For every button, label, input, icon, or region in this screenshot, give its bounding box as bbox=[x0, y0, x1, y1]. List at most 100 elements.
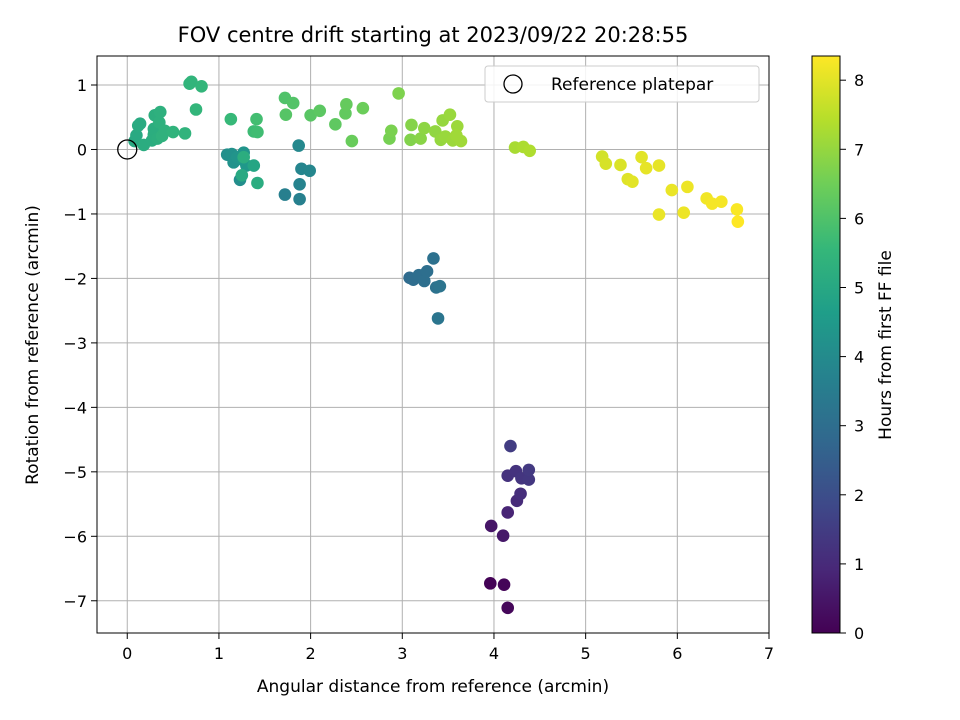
data-point bbox=[730, 203, 744, 216]
data-point bbox=[431, 312, 445, 325]
data-point bbox=[133, 117, 147, 130]
y-axis-title: Rotation from reference (arcmin) bbox=[23, 205, 43, 485]
colorbar-tick-label: 4 bbox=[854, 348, 864, 367]
data-point bbox=[715, 195, 728, 209]
data-point bbox=[185, 75, 198, 89]
y-tick-label: −7 bbox=[63, 592, 87, 611]
legend-label-reference: Reference platepar bbox=[551, 75, 713, 95]
colorbar-tick-label: 5 bbox=[854, 278, 864, 297]
data-point bbox=[313, 104, 327, 118]
data-point bbox=[278, 188, 292, 201]
y-tick-label: 0 bbox=[77, 140, 87, 159]
data-point bbox=[652, 159, 666, 172]
data-point bbox=[303, 164, 316, 178]
data-point bbox=[522, 473, 536, 486]
colorbar-tick-label: 3 bbox=[854, 417, 864, 436]
grid-lines bbox=[97, 56, 770, 633]
x-tick-label: 4 bbox=[489, 644, 499, 663]
data-point bbox=[251, 125, 264, 139]
data-point bbox=[345, 134, 359, 148]
x-tick-label: 2 bbox=[306, 644, 316, 663]
data-points bbox=[117, 75, 745, 615]
data-point bbox=[405, 118, 418, 132]
data-point bbox=[504, 439, 517, 453]
legend: Reference platepar bbox=[484, 65, 760, 103]
x-tick-label: 1 bbox=[214, 644, 224, 663]
colorbar-ticks: 0 1 2 3 4 5 6 7 8 bbox=[840, 71, 864, 643]
y-tick-label: −3 bbox=[63, 334, 87, 353]
data-point bbox=[614, 158, 627, 172]
data-point bbox=[626, 175, 639, 189]
data-point bbox=[417, 121, 431, 135]
data-point bbox=[677, 206, 691, 219]
x-tick-label: 5 bbox=[581, 644, 591, 663]
data-point bbox=[514, 487, 527, 501]
data-point bbox=[250, 112, 263, 126]
data-point bbox=[501, 601, 515, 615]
colorbar-title: Hours from first FF file bbox=[876, 250, 896, 440]
data-point bbox=[414, 132, 427, 145]
x-axis-ticks: 0 1 2 3 4 5 6 7 bbox=[122, 633, 774, 663]
colorbar-tick-label: 8 bbox=[854, 71, 864, 90]
y-tick-label: −5 bbox=[63, 463, 87, 482]
data-point bbox=[247, 159, 261, 172]
data-point bbox=[443, 108, 457, 121]
data-point bbox=[497, 578, 511, 591]
data-point bbox=[731, 215, 745, 228]
chart-title: FOV centre drift starting at 2023/09/22 … bbox=[178, 23, 689, 47]
colorbar-tick-label: 2 bbox=[854, 486, 864, 505]
data-point bbox=[384, 124, 398, 138]
data-point bbox=[292, 139, 305, 152]
data-point bbox=[356, 101, 370, 115]
data-point bbox=[178, 127, 192, 140]
data-point bbox=[483, 577, 497, 590]
data-point bbox=[501, 506, 515, 519]
data-point bbox=[392, 87, 405, 100]
x-axis-title: Angular distance from reference (arcmin) bbox=[257, 677, 609, 697]
colorbar-tick-label: 6 bbox=[854, 209, 864, 228]
data-point bbox=[417, 274, 431, 288]
y-tick-label: 1 bbox=[77, 76, 87, 95]
data-point bbox=[235, 168, 249, 182]
data-point bbox=[286, 96, 300, 110]
data-point bbox=[404, 133, 417, 147]
data-point bbox=[523, 144, 537, 158]
data-point bbox=[433, 279, 447, 293]
data-point bbox=[652, 208, 666, 221]
data-point bbox=[496, 529, 510, 542]
x-tick-label: 6 bbox=[672, 644, 682, 663]
colorbar-tick-label: 7 bbox=[854, 140, 864, 159]
x-tick-label: 3 bbox=[397, 644, 407, 663]
data-point bbox=[251, 176, 264, 190]
y-tick-label: −6 bbox=[63, 527, 87, 546]
data-point bbox=[340, 98, 353, 111]
legend-box bbox=[484, 65, 760, 103]
data-point bbox=[293, 177, 306, 191]
data-point bbox=[665, 183, 679, 197]
data-point bbox=[293, 192, 306, 206]
data-point bbox=[166, 125, 180, 139]
x-tick-label: 7 bbox=[764, 644, 774, 663]
data-point bbox=[681, 180, 694, 194]
reference-platepar-marker bbox=[117, 139, 138, 160]
colorbar-tick-label: 1 bbox=[854, 555, 864, 574]
data-point bbox=[599, 157, 613, 170]
data-point bbox=[224, 112, 238, 126]
data-point bbox=[130, 128, 143, 142]
data-point bbox=[450, 128, 463, 142]
y-tick-label: −4 bbox=[63, 398, 87, 417]
plot-frame bbox=[96, 55, 770, 634]
y-axis-ticks: 1 0 −1 −2 −3 −4 −5 −6 −7 bbox=[63, 76, 97, 611]
data-point bbox=[329, 118, 342, 131]
x-tick-label: 0 bbox=[122, 644, 132, 663]
data-point bbox=[522, 463, 536, 477]
y-tick-label: −1 bbox=[63, 205, 87, 224]
colorbar-tick-label: 0 bbox=[854, 624, 864, 643]
data-point bbox=[237, 150, 250, 164]
data-point bbox=[484, 519, 498, 533]
data-point bbox=[639, 161, 653, 175]
legend-marker-reference bbox=[503, 74, 523, 94]
data-point bbox=[189, 103, 203, 116]
data-point bbox=[195, 80, 208, 93]
